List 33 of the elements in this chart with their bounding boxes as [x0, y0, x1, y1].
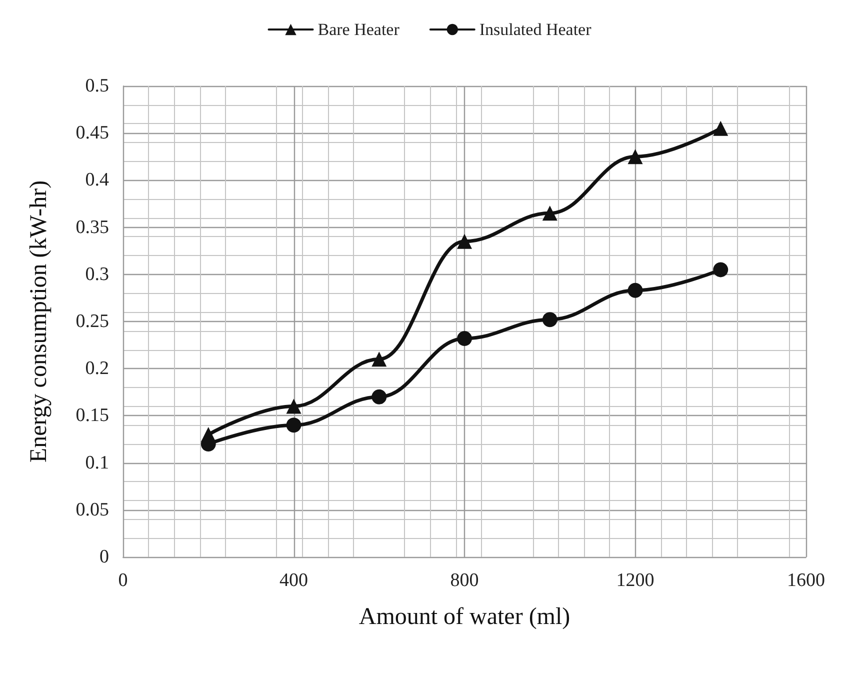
x-tick-label: 400 — [280, 570, 308, 591]
y-tick-label: 0.45 — [76, 122, 109, 144]
y-tick-label: 0.25 — [76, 311, 109, 332]
point — [372, 389, 387, 404]
y-tick-label: 0.5 — [85, 76, 109, 96]
point — [542, 206, 558, 221]
point — [628, 149, 643, 164]
y-tick-label: 0 — [100, 546, 109, 568]
y-tick-label: 0.1 — [85, 452, 109, 474]
x-tick-label: 800 — [450, 570, 479, 591]
y-tick-label: 0.2 — [85, 358, 109, 380]
y-tick-label: 0.4 — [85, 170, 110, 191]
legend-label: Bare Heater — [318, 20, 400, 39]
y-axis-title: Energy consumption (kW-hr) — [26, 180, 52, 463]
point — [372, 352, 387, 367]
point — [542, 312, 558, 328]
x-tick-label: 1600 — [787, 570, 825, 591]
x-tick-label: 0 — [118, 570, 128, 591]
x-axis-title: Amount of water (ml) — [358, 604, 570, 630]
y-tick-label: 0.15 — [76, 405, 109, 426]
point — [713, 262, 728, 278]
point — [200, 427, 216, 442]
point — [628, 282, 643, 298]
point — [713, 120, 728, 136]
y-tick-label: 0.05 — [76, 499, 109, 520]
y-tick-label: 0.3 — [85, 264, 109, 285]
y-tick-label: 0.35 — [76, 216, 109, 238]
point — [286, 418, 302, 433]
point — [457, 234, 472, 249]
x-tick-label: 1200 — [616, 570, 654, 591]
legend-label: Insulated Heater — [479, 20, 592, 39]
point — [286, 398, 302, 414]
point — [457, 330, 472, 346]
